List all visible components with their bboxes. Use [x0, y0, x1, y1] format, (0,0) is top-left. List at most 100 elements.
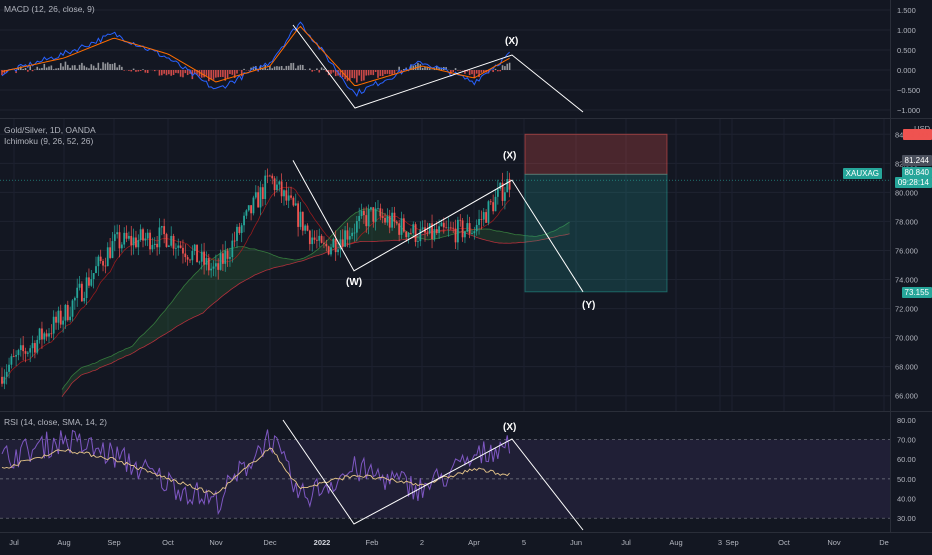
ichimoku-legend[interactable]: Ichimoku (9, 26, 52, 26)	[4, 136, 96, 147]
candle-body	[36, 340, 38, 353]
candle-body	[455, 229, 457, 243]
candle-body	[189, 260, 191, 261]
time-tick-label: Aug	[669, 538, 682, 547]
macd-histogram-bar	[297, 66, 299, 70]
candle-body	[213, 267, 215, 269]
macd-histogram-bar	[375, 70, 377, 72]
symbol-legend[interactable]: Gold/Silver, 1D, OANDA Ichimoku (9, 26, …	[4, 125, 96, 147]
macd-histogram-bar	[86, 67, 88, 70]
macd-histogram-bar	[39, 69, 41, 70]
candle-body	[452, 228, 454, 229]
macd-histogram-bar	[422, 68, 424, 70]
macd-histogram-bar	[502, 65, 504, 70]
macd-histogram-bar	[182, 70, 184, 77]
rsi-pane[interactable]: (X) RSI (14, close, SMA, 14, 2)	[0, 412, 890, 532]
macd-histogram-bar	[452, 70, 454, 72]
time-tick-label: 5	[522, 538, 526, 547]
rsi-tick-label: 80.00	[897, 416, 916, 425]
macd-histogram-bar	[457, 70, 459, 71]
candle-body	[344, 230, 346, 246]
macd-histogram-bar	[248, 70, 250, 71]
time-tick-label: Jun	[570, 538, 582, 547]
candle-body	[243, 216, 245, 226]
macd-histogram-bar	[36, 67, 38, 70]
macd-histogram-bar	[130, 70, 132, 71]
candle-body	[469, 223, 471, 234]
macd-histogram-bar	[455, 68, 457, 70]
candle-body	[170, 236, 172, 246]
candle-body	[55, 317, 57, 323]
price-pane[interactable]: (W)(X)(Y) Gold/Silver, 1D, OANDA Ichimok…	[0, 119, 890, 411]
macd-histogram-bar	[349, 70, 351, 80]
macd-histogram-bar	[62, 66, 64, 70]
candle-body	[79, 284, 81, 288]
rsi-legend[interactable]: RSI (14, close, SMA, 14, 2)	[4, 417, 107, 428]
candle-body	[203, 252, 205, 265]
candle-body	[121, 245, 123, 249]
candle-body	[415, 224, 417, 242]
price-plot[interactable]: (W)(X)(Y)	[0, 119, 890, 411]
macd-histogram-bar	[135, 70, 137, 72]
macd-histogram-bar	[76, 69, 78, 70]
macd-histogram-bar	[53, 69, 55, 70]
price-axis[interactable]: 84.00082.00080.00078.00076.00074.00072.0…	[890, 119, 932, 411]
candle-body	[337, 249, 339, 252]
candle-body	[323, 243, 325, 244]
macd-histogram-bar	[347, 70, 349, 81]
candle-body	[227, 251, 229, 259]
candle-body	[464, 232, 466, 238]
candle-body	[314, 238, 316, 240]
candle-body	[1, 377, 3, 384]
macd-wave-line	[293, 25, 583, 112]
macd-histogram-bar	[354, 70, 356, 78]
candle-body	[495, 197, 497, 211]
time-tick-label: Oct	[162, 538, 175, 547]
candle-body	[506, 179, 508, 192]
candle-body	[499, 183, 501, 189]
macd-histogram-bar	[119, 65, 121, 70]
macd-histogram-bar	[98, 63, 100, 70]
candle-body	[215, 263, 217, 266]
macd-histogram-bar	[22, 69, 24, 70]
macd-histogram-bar	[459, 70, 461, 71]
macd-histogram-bar	[318, 70, 320, 73]
candle-body	[140, 229, 142, 240]
macd-pane[interactable]: (X) MACD (12, 26, close, 9)	[0, 0, 890, 118]
candle-body	[107, 247, 109, 266]
candle-body	[95, 266, 97, 273]
macd-histogram-bar	[170, 70, 172, 76]
candle-body	[25, 351, 27, 354]
macd-plot[interactable]: (X)	[0, 0, 890, 118]
candle-body	[187, 257, 189, 259]
macd-histogram-bar	[51, 65, 53, 70]
macd-histogram-bar	[382, 70, 384, 76]
candle-body	[358, 216, 360, 221]
macd-histogram-bar	[241, 70, 243, 76]
candle-body	[128, 236, 130, 239]
candle-body	[29, 348, 31, 352]
macd-histogram-bar	[380, 70, 382, 76]
candle-body	[302, 212, 304, 231]
candle-body	[60, 311, 62, 325]
candle-body	[112, 241, 114, 258]
candle-body	[262, 187, 264, 199]
candle-body	[426, 233, 428, 234]
macd-histogram-bar	[107, 62, 109, 70]
candle-body	[476, 225, 478, 231]
candle-body	[408, 233, 410, 237]
macd-legend[interactable]: MACD (12, 26, close, 9)	[4, 4, 95, 15]
rsi-plot[interactable]: (X)	[0, 412, 890, 532]
macd-histogram-bar	[114, 63, 116, 70]
candle-body	[370, 207, 372, 209]
candle-body	[168, 246, 170, 247]
candle-body	[8, 365, 10, 372]
macd-histogram-bar	[65, 62, 67, 70]
symbol-badge[interactable]: XAUXAG	[843, 168, 882, 179]
macd-histogram-bar	[185, 70, 187, 73]
macd-histogram-bar	[133, 69, 135, 70]
macd-histogram-bar	[396, 70, 398, 71]
candle-body	[342, 239, 344, 246]
